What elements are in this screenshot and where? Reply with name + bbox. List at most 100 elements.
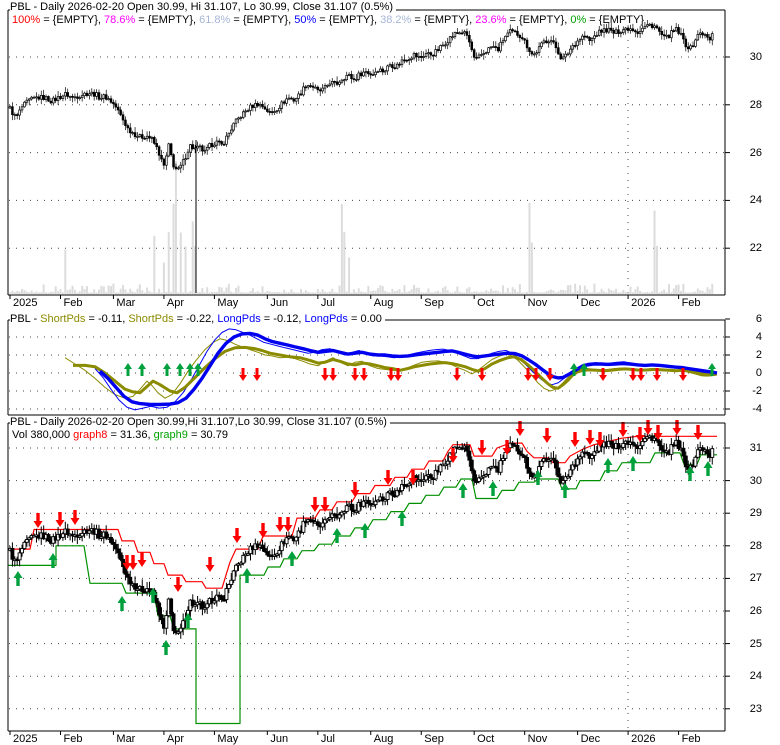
x-axis-month-label: Mar bbox=[116, 733, 136, 745]
sell-arrow-icon bbox=[122, 555, 132, 570]
x-axis-month-label: Sep bbox=[424, 733, 444, 745]
x-axis-month-label: Apr bbox=[166, 733, 185, 745]
fib-level-value: = {EMPTY}, bbox=[506, 14, 571, 26]
buy-arrow-icon bbox=[332, 528, 342, 543]
buy-arrow-icon bbox=[628, 456, 638, 471]
x-axis-month-label: Oct bbox=[477, 297, 495, 309]
fib-level-label: 78.6% bbox=[104, 14, 136, 26]
fibonacci-levels-line: 100% = {EMPTY}, 78.6% = {EMPTY}, 61.8% =… bbox=[12, 14, 644, 27]
sell-arrow-icon bbox=[693, 425, 703, 440]
buy-arrow-icon bbox=[148, 588, 158, 603]
price-top-title: PBL - Daily 2026-02-20 Open 30.99, Hi 31… bbox=[10, 1, 397, 14]
y-axis-oscillator-label: 0 bbox=[755, 367, 762, 379]
sell-arrow-icon bbox=[595, 432, 605, 447]
y-axis-price-label: 26 bbox=[749, 146, 762, 159]
x-axis-month-label: Sep bbox=[424, 297, 444, 309]
buy-arrow-icon bbox=[560, 483, 570, 498]
buy-arrow-icon bbox=[194, 363, 202, 376]
x-axis-month-label: 2025 bbox=[13, 733, 38, 745]
sell-arrow-icon bbox=[33, 513, 43, 528]
x-axis-month-label: May bbox=[217, 733, 239, 745]
buy-arrow-icon bbox=[397, 511, 407, 526]
sell-arrow-icon bbox=[128, 555, 138, 570]
sell-arrow-icon bbox=[570, 432, 580, 447]
y-axis-price-label: 24 bbox=[749, 194, 762, 207]
buy-arrow-icon bbox=[488, 481, 498, 496]
buy-arrow-icon bbox=[458, 483, 468, 498]
symbol-label: PBL - bbox=[10, 313, 41, 325]
sell-arrow-icon bbox=[275, 517, 285, 532]
buy-arrow-icon bbox=[48, 553, 58, 568]
y-axis-price-label: 28 bbox=[749, 98, 762, 111]
sell-arrow-icon bbox=[453, 368, 461, 381]
fib-level-value: = {EMPTY}, bbox=[411, 14, 476, 26]
buy-arrow-icon bbox=[685, 466, 695, 481]
volume-label: Vol 380,000 bbox=[12, 429, 74, 441]
volume-graphs-line: Vol 380,000 graph8 = 31.36, graph9 = 30.… bbox=[12, 429, 228, 442]
graph-name: graph8 bbox=[73, 429, 108, 441]
graph-name: graph9 bbox=[153, 429, 188, 441]
sell-arrow-icon bbox=[232, 528, 242, 543]
y-axis-oscillator-label: -2 bbox=[752, 385, 762, 397]
sell-arrow-icon bbox=[394, 368, 402, 381]
sell-arrow-icon bbox=[351, 368, 359, 381]
indicator-name: ShortPds bbox=[40, 313, 86, 325]
x-axis-month-label: Jul bbox=[320, 297, 335, 309]
buy-arrow-icon bbox=[580, 363, 588, 376]
y-axis-oscillator-label: 6 bbox=[755, 313, 762, 325]
fib-level-label: 100% bbox=[12, 14, 41, 26]
sell-arrow-icon bbox=[653, 425, 663, 440]
y-axis-oscillator-label: 4 bbox=[755, 331, 762, 343]
fib-level-value: = {EMPTY}, bbox=[230, 14, 295, 26]
x-axis-month-label: Mar bbox=[116, 297, 136, 309]
buy-arrow-icon bbox=[13, 571, 23, 586]
indicator-name: LongPds bbox=[304, 313, 348, 325]
sell-arrow-icon bbox=[258, 523, 268, 538]
x-axis-month-label: May bbox=[217, 297, 239, 309]
sell-arrow-icon bbox=[585, 430, 595, 445]
y-axis-price-label: 31 bbox=[749, 442, 762, 454]
sell-arrow-icon bbox=[350, 482, 360, 497]
y-axis-price-label: 27 bbox=[749, 572, 762, 585]
sell-arrow-icon bbox=[672, 420, 682, 435]
fib-level-value: = {EMPTY}, bbox=[40, 14, 105, 26]
buy-arrow-icon bbox=[183, 613, 193, 628]
sell-arrow-icon bbox=[321, 368, 329, 381]
sell-arrow-icon bbox=[679, 368, 687, 381]
buy-arrow-icon bbox=[117, 596, 127, 611]
price-bottom-title: PBL - Daily 2026-02-20 Open 30.99,Hi 31.… bbox=[10, 416, 390, 429]
sell-arrow-icon bbox=[310, 497, 320, 512]
y-axis-price-label: 30 bbox=[749, 474, 762, 487]
y-axis-price-label: 24 bbox=[749, 670, 762, 683]
buy-arrow-icon bbox=[708, 363, 716, 376]
sell-arrow-icon bbox=[137, 552, 147, 567]
x-axis-month-label: Feb bbox=[63, 733, 83, 745]
x-axis-month-label: 2026 bbox=[631, 297, 656, 309]
indicator-name: LongPds bbox=[217, 313, 261, 325]
x-axis-month-label: 2026 bbox=[631, 733, 656, 745]
x-axis-month-label: Nov bbox=[527, 297, 548, 309]
fib-level-value: = {EMPTY}, bbox=[316, 14, 381, 26]
buy-arrow-icon bbox=[360, 523, 370, 538]
buy-arrow-icon bbox=[533, 470, 543, 485]
sell-arrow-icon bbox=[629, 368, 637, 381]
y-axis-oscillator-label: -4 bbox=[752, 403, 762, 415]
buy-arrow-icon bbox=[242, 568, 252, 583]
sell-arrow-icon bbox=[253, 368, 261, 381]
x-axis-month-label: 2025 bbox=[13, 297, 38, 309]
sell-arrow-icon bbox=[653, 368, 661, 381]
buy-arrow-icon bbox=[176, 363, 184, 376]
y-axis-price-label: 29 bbox=[749, 507, 762, 520]
graph-value: = 30.79 bbox=[187, 429, 228, 441]
fib-level-value: = {EMPTY}, bbox=[135, 14, 200, 26]
sell-arrow-icon bbox=[360, 368, 368, 381]
sell-arrow-icon bbox=[70, 510, 80, 525]
x-axis-month-label: Aug bbox=[373, 733, 394, 745]
indicator-value: = 0.00 bbox=[347, 313, 382, 325]
sell-arrow-icon bbox=[542, 428, 552, 443]
buy-arrow-icon bbox=[161, 640, 171, 655]
buy-arrow-icon bbox=[124, 363, 132, 376]
indicator-value: = -0.12, bbox=[260, 313, 305, 325]
x-axis-month-label: Jun bbox=[270, 297, 289, 309]
